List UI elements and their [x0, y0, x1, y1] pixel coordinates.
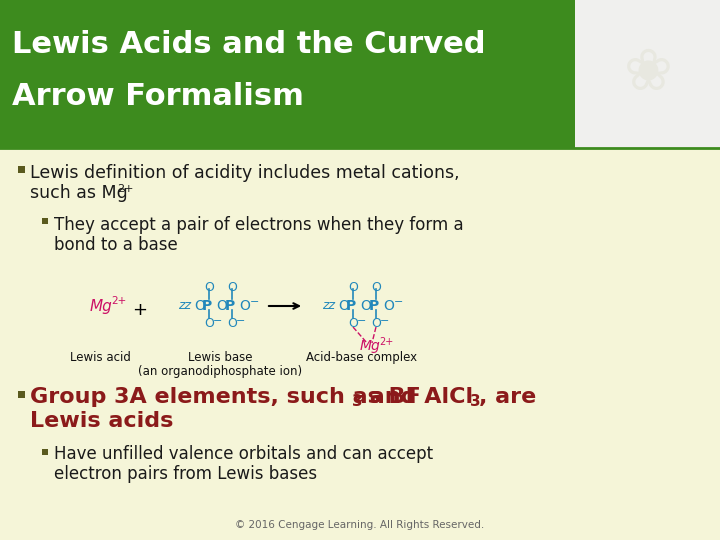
Text: 2+: 2+	[111, 296, 126, 306]
Text: zz: zz	[322, 299, 335, 312]
Text: −: −	[213, 316, 222, 326]
Text: O: O	[227, 281, 237, 294]
Text: −: −	[357, 316, 366, 326]
Text: O: O	[348, 317, 358, 330]
Bar	[42, 449, 48, 455]
Text: O: O	[383, 299, 394, 313]
Text: bond to a base: bond to a base	[54, 236, 178, 254]
Text: Mg: Mg	[90, 299, 113, 314]
Text: Lewis base: Lewis base	[188, 351, 252, 364]
Text: O: O	[194, 299, 205, 313]
Text: O: O	[227, 317, 237, 330]
Text: zz: zz	[178, 299, 191, 312]
Text: 2+: 2+	[117, 184, 133, 194]
Text: O: O	[204, 317, 214, 330]
Text: O: O	[239, 299, 250, 313]
Text: (an organodiphosphate ion): (an organodiphosphate ion)	[138, 365, 302, 378]
Bar	[18, 391, 25, 398]
Text: 2+: 2+	[379, 337, 393, 347]
Text: Lewis acid: Lewis acid	[70, 351, 130, 364]
Text: 3: 3	[470, 394, 481, 409]
Text: P: P	[202, 299, 212, 313]
Text: Lewis acids: Lewis acids	[30, 411, 174, 431]
Text: Lewis definition of acidity includes metal cations,: Lewis definition of acidity includes met…	[30, 164, 459, 182]
Text: O: O	[348, 281, 358, 294]
Text: They accept a pair of electrons when they form a: They accept a pair of electrons when the…	[54, 216, 464, 234]
Text: −: −	[236, 316, 246, 326]
Bar	[0, 0, 720, 148]
Text: P: P	[369, 299, 379, 313]
Text: , are: , are	[479, 387, 536, 407]
Text: O: O	[338, 299, 349, 313]
Text: Acid-base complex: Acid-base complex	[307, 351, 418, 364]
Text: −: −	[394, 297, 403, 307]
Text: Arrow Formalism: Arrow Formalism	[12, 82, 304, 111]
Text: P: P	[346, 299, 356, 313]
Text: ❀: ❀	[624, 45, 672, 103]
Text: +: +	[132, 301, 147, 319]
Bar	[18, 166, 25, 173]
Bar	[575, 0, 720, 148]
Text: −: −	[380, 316, 390, 326]
Bar	[42, 218, 48, 224]
Text: −: −	[250, 297, 259, 307]
Text: Lewis Acids and the Curved: Lewis Acids and the Curved	[12, 30, 485, 59]
Text: O: O	[360, 299, 371, 313]
Text: 3: 3	[352, 394, 363, 409]
Text: Mg: Mg	[360, 339, 381, 353]
Text: P: P	[225, 299, 235, 313]
Text: and AlCl: and AlCl	[362, 387, 473, 407]
Text: © 2016 Cengage Learning. All Rights Reserved.: © 2016 Cengage Learning. All Rights Rese…	[235, 520, 485, 530]
Text: such as Mg: such as Mg	[30, 184, 127, 202]
Text: O: O	[204, 281, 214, 294]
Text: Group 3A elements, such as BF: Group 3A elements, such as BF	[30, 387, 420, 407]
Text: electron pairs from Lewis bases: electron pairs from Lewis bases	[54, 465, 317, 483]
Text: Have unfilled valence orbitals and can accept: Have unfilled valence orbitals and can a…	[54, 445, 433, 463]
Text: O: O	[216, 299, 227, 313]
Text: O: O	[371, 281, 381, 294]
Text: O: O	[371, 317, 381, 330]
